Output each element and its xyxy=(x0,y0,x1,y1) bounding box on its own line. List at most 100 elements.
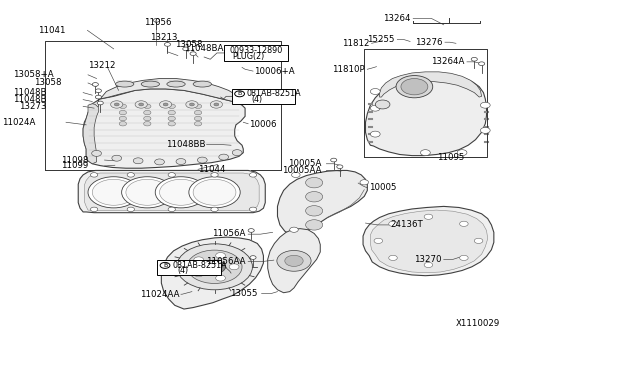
Circle shape xyxy=(143,110,151,115)
Circle shape xyxy=(168,207,175,212)
Circle shape xyxy=(396,76,433,98)
FancyBboxPatch shape xyxy=(232,89,295,104)
Text: 10005A: 10005A xyxy=(288,158,321,167)
Circle shape xyxy=(111,101,123,108)
Circle shape xyxy=(371,105,380,111)
Circle shape xyxy=(229,264,239,270)
Text: 24136T: 24136T xyxy=(390,221,422,230)
Circle shape xyxy=(360,180,369,185)
Text: 11099: 11099 xyxy=(61,161,88,170)
Circle shape xyxy=(143,104,151,109)
Circle shape xyxy=(250,256,256,259)
Circle shape xyxy=(168,104,175,109)
Circle shape xyxy=(194,271,204,277)
Text: 13264A: 13264A xyxy=(431,57,465,66)
Text: 11812: 11812 xyxy=(342,39,369,48)
Text: 00933-12890: 00933-12890 xyxy=(230,46,283,55)
Ellipse shape xyxy=(193,81,211,87)
Circle shape xyxy=(190,52,196,55)
Text: 081AB-8251A: 081AB-8251A xyxy=(172,261,227,270)
Text: 13264: 13264 xyxy=(383,14,410,23)
Circle shape xyxy=(290,227,298,232)
Circle shape xyxy=(401,78,428,95)
Circle shape xyxy=(292,172,300,177)
Circle shape xyxy=(250,173,257,177)
Circle shape xyxy=(92,150,102,156)
Circle shape xyxy=(189,177,240,208)
Circle shape xyxy=(388,255,397,260)
Text: 11095: 11095 xyxy=(437,153,465,161)
Circle shape xyxy=(90,207,98,212)
Circle shape xyxy=(159,101,172,108)
Text: 10006: 10006 xyxy=(250,121,277,129)
Circle shape xyxy=(127,173,134,177)
Polygon shape xyxy=(278,170,367,236)
Polygon shape xyxy=(365,74,486,155)
Circle shape xyxy=(119,110,127,115)
Circle shape xyxy=(154,19,159,22)
FancyBboxPatch shape xyxy=(224,45,288,61)
Circle shape xyxy=(371,89,380,94)
Text: 13058: 13058 xyxy=(34,78,61,87)
Circle shape xyxy=(460,221,468,227)
Circle shape xyxy=(187,250,242,283)
Circle shape xyxy=(168,116,175,121)
Circle shape xyxy=(216,253,225,259)
Circle shape xyxy=(156,177,207,208)
Text: 11048B: 11048B xyxy=(13,95,47,104)
Circle shape xyxy=(177,244,252,290)
Text: 081AB-8251A: 081AB-8251A xyxy=(247,89,301,98)
Circle shape xyxy=(143,116,151,121)
Circle shape xyxy=(193,179,236,205)
Polygon shape xyxy=(268,229,320,293)
Circle shape xyxy=(119,116,127,121)
Circle shape xyxy=(112,155,122,161)
Text: 13058: 13058 xyxy=(175,39,202,49)
Circle shape xyxy=(204,260,225,273)
Circle shape xyxy=(194,257,204,263)
Circle shape xyxy=(127,207,134,212)
Circle shape xyxy=(481,128,490,134)
Text: 11048BA: 11048BA xyxy=(184,44,223,52)
Text: 11056AA: 11056AA xyxy=(205,257,245,266)
Polygon shape xyxy=(363,206,494,276)
Circle shape xyxy=(119,104,127,109)
Circle shape xyxy=(92,179,135,205)
Text: 11056: 11056 xyxy=(144,18,172,27)
Circle shape xyxy=(474,238,483,243)
Circle shape xyxy=(285,255,303,266)
Circle shape xyxy=(374,238,383,243)
Text: 13273: 13273 xyxy=(19,102,47,111)
Text: 13055: 13055 xyxy=(230,289,258,298)
Circle shape xyxy=(159,179,202,205)
Circle shape xyxy=(195,110,202,115)
Text: 11098: 11098 xyxy=(61,155,88,164)
Circle shape xyxy=(305,206,323,216)
Circle shape xyxy=(337,165,343,169)
Circle shape xyxy=(183,47,189,51)
Text: 13276: 13276 xyxy=(415,38,442,47)
Circle shape xyxy=(305,192,323,202)
Text: 11056A: 11056A xyxy=(212,229,245,238)
Text: PLUG(2): PLUG(2) xyxy=(232,52,264,61)
Text: (4): (4) xyxy=(177,266,188,275)
Circle shape xyxy=(197,157,207,163)
Polygon shape xyxy=(100,78,237,103)
Circle shape xyxy=(424,262,433,267)
Text: 10006+A: 10006+A xyxy=(254,67,295,76)
Text: B: B xyxy=(163,263,167,268)
Circle shape xyxy=(168,122,175,126)
Text: 13058+A: 13058+A xyxy=(13,70,54,79)
Circle shape xyxy=(305,177,323,188)
Circle shape xyxy=(460,255,468,260)
Text: (4): (4) xyxy=(252,94,263,103)
Circle shape xyxy=(119,122,127,126)
Text: B: B xyxy=(237,91,242,96)
Polygon shape xyxy=(78,170,265,213)
Circle shape xyxy=(214,103,219,106)
Circle shape xyxy=(232,150,242,155)
Text: 11024AA: 11024AA xyxy=(140,290,180,299)
Circle shape xyxy=(305,220,323,230)
Circle shape xyxy=(371,131,380,137)
Circle shape xyxy=(388,221,397,227)
